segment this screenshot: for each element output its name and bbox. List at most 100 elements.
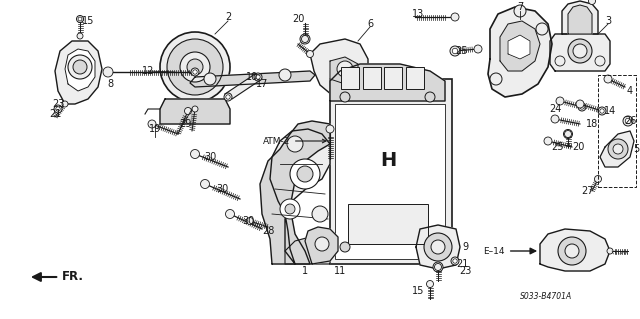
Text: 12: 12 [142, 66, 154, 76]
Circle shape [598, 107, 606, 115]
Circle shape [287, 136, 303, 152]
Circle shape [600, 109, 604, 113]
Bar [348, 204, 428, 244]
Text: 19: 19 [149, 124, 161, 134]
Circle shape [607, 248, 613, 254]
Circle shape [613, 144, 623, 154]
Circle shape [556, 97, 564, 105]
Text: 6: 6 [367, 19, 373, 29]
Text: 13: 13 [412, 9, 424, 19]
Text: 28: 28 [262, 226, 274, 236]
Text: 8: 8 [107, 79, 113, 89]
Text: E–14: E–14 [483, 247, 536, 256]
Circle shape [555, 56, 565, 66]
Bar [363, 67, 381, 89]
Polygon shape [55, 41, 102, 104]
Circle shape [77, 33, 83, 39]
Circle shape [103, 67, 113, 77]
Bar [341, 67, 359, 89]
Polygon shape [562, 1, 598, 34]
Circle shape [451, 257, 459, 265]
Circle shape [424, 233, 452, 261]
Circle shape [54, 105, 62, 113]
Text: 26: 26 [624, 116, 636, 126]
Circle shape [224, 93, 232, 101]
Text: 18: 18 [586, 119, 598, 129]
Circle shape [431, 240, 445, 254]
Polygon shape [550, 34, 610, 71]
Polygon shape [488, 7, 552, 97]
Text: 25: 25 [456, 46, 468, 56]
Polygon shape [540, 229, 610, 271]
Circle shape [297, 166, 313, 182]
Circle shape [300, 34, 310, 44]
Bar [598, 75, 636, 187]
Circle shape [184, 108, 191, 115]
Text: 20: 20 [292, 14, 304, 24]
Text: 20: 20 [572, 142, 584, 152]
Text: 5: 5 [633, 144, 639, 154]
Text: 30: 30 [216, 184, 228, 194]
Text: 27: 27 [582, 186, 595, 196]
Circle shape [453, 259, 457, 263]
Text: 9: 9 [462, 242, 468, 252]
Circle shape [254, 73, 262, 81]
Text: 30: 30 [204, 152, 216, 162]
Text: H: H [380, 152, 396, 170]
Circle shape [315, 237, 329, 251]
Text: 1: 1 [302, 266, 308, 276]
Circle shape [77, 16, 83, 23]
Bar [330, 79, 452, 264]
Text: 30: 30 [242, 216, 254, 226]
Text: 15: 15 [82, 16, 94, 26]
Circle shape [302, 36, 308, 42]
Circle shape [576, 100, 584, 108]
Circle shape [474, 45, 482, 53]
Polygon shape [225, 74, 262, 99]
Polygon shape [500, 21, 540, 71]
Circle shape [433, 262, 443, 272]
Circle shape [73, 60, 87, 74]
Text: 24: 24 [549, 104, 561, 114]
Circle shape [191, 150, 200, 159]
Circle shape [563, 130, 573, 138]
Text: 7: 7 [517, 2, 523, 12]
Circle shape [167, 39, 223, 95]
Circle shape [490, 73, 502, 85]
Bar [384, 67, 402, 89]
Circle shape [160, 32, 230, 102]
Text: 4: 4 [627, 86, 633, 96]
Circle shape [451, 13, 459, 21]
Circle shape [623, 116, 633, 126]
Circle shape [62, 101, 68, 107]
Circle shape [566, 131, 570, 137]
Circle shape [192, 106, 198, 112]
Text: 21: 21 [456, 259, 468, 269]
Polygon shape [285, 237, 330, 264]
Text: FR.: FR. [33, 271, 84, 284]
Circle shape [200, 180, 209, 189]
Polygon shape [568, 5, 592, 34]
Polygon shape [260, 121, 330, 264]
Circle shape [450, 46, 460, 56]
Text: 10: 10 [246, 72, 258, 82]
Circle shape [193, 70, 197, 74]
Circle shape [604, 75, 612, 83]
Polygon shape [330, 57, 358, 84]
Circle shape [225, 210, 234, 219]
Text: 21: 21 [49, 109, 61, 119]
Circle shape [580, 105, 584, 109]
Circle shape [452, 48, 458, 54]
Circle shape [180, 52, 210, 82]
Circle shape [68, 55, 92, 79]
Circle shape [204, 73, 216, 85]
Text: 3: 3 [605, 16, 611, 26]
Polygon shape [416, 225, 460, 269]
Text: 25: 25 [552, 142, 564, 152]
Circle shape [280, 199, 300, 219]
Circle shape [595, 56, 605, 66]
Circle shape [148, 120, 156, 128]
Circle shape [435, 263, 442, 271]
Circle shape [246, 218, 253, 225]
Circle shape [326, 125, 334, 133]
